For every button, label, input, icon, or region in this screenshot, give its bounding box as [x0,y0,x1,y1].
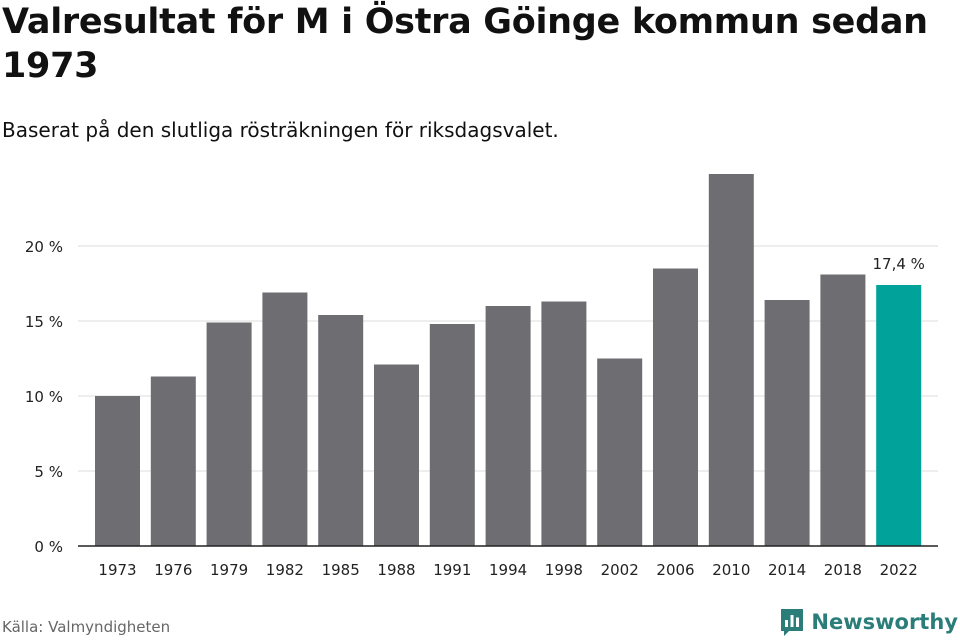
x-tick-label: 1982 [266,561,304,579]
data-label: 17,4 % [872,255,924,273]
chart-title: Valresultat för M i Östra Göinge kommun … [2,2,928,86]
x-tick-label: 1979 [210,561,248,579]
newsworthy-logo-icon [781,609,804,636]
bar-1985 [318,315,364,546]
y-tick-label: 15 % [25,313,63,331]
x-tick-label: 2018 [824,561,862,579]
bar-2010 [708,174,754,546]
bars [95,174,922,546]
bar-2018 [820,274,866,546]
brand-logo[interactable]: Newsworthy [779,607,958,637]
bar-1976 [150,376,196,546]
x-tick-label: 2006 [656,561,694,579]
bar-2006 [653,268,698,546]
brand-name: Newsworthy [811,610,958,634]
bar-2002 [597,358,643,546]
y-tick-label: 10 % [25,388,63,406]
y-tick-label: 20 % [25,238,63,256]
x-tick-label: 1994 [489,561,527,579]
y-axis-ticks: 0 % 5 % 10 % 15 % 20 % [25,238,63,556]
bar-1982 [262,292,308,546]
x-tick-label: 1985 [322,561,360,579]
bar-2014 [764,300,810,546]
x-tick-label: 2014 [768,561,806,579]
x-tick-label: 2010 [712,561,750,579]
y-tick-label: 5 % [34,463,63,481]
bar-1991 [429,324,475,546]
x-tick-label: 2022 [880,561,918,579]
x-tick-label: 2002 [601,561,639,579]
bar-1998 [541,301,587,546]
source-note: Källa: Valmyndigheten [2,618,171,636]
x-tick-label: 1991 [433,561,471,579]
bar-1973 [95,396,140,546]
x-tick-label: 1973 [98,561,136,579]
chart-subtitle: Baserat på den slutliga rösträkningen fö… [2,118,559,142]
y-tick-label: 0 % [34,538,63,556]
x-axis-ticks: 1973 1976 1979 1982 1985 1988 1991 1994 1998 2002… [98,561,917,579]
bar-1988 [374,364,419,546]
bar-2022 [876,285,922,546]
x-tick-label: 1976 [154,561,192,579]
x-tick-label: 1988 [377,561,415,579]
bar-chart: 0 %5 %10 %15 %20 % 1973 1976 1979 1982 1985 1… [25,174,938,579]
data-labels: 17,4 % [872,255,924,273]
bar-1994 [485,306,531,546]
bar-1979 [206,322,252,546]
x-tick-label: 1998 [545,561,583,579]
